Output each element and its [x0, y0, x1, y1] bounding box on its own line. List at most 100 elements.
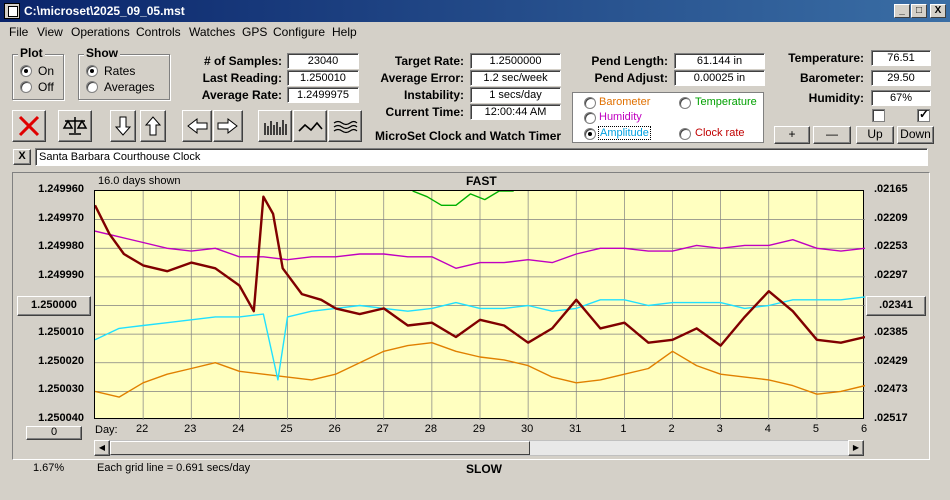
close-button[interactable]: X — [930, 4, 946, 18]
y-tick-left: 1.250010 — [38, 326, 84, 339]
multiwave-icon — [333, 120, 358, 134]
instability-label: Instability: — [403, 88, 464, 102]
plus-button[interactable]: + — [774, 126, 810, 144]
barometer-label: Barometer: — [799, 71, 864, 85]
temperature-label: Temperature: — [788, 51, 864, 65]
scroll-right-button[interactable] — [213, 110, 243, 142]
show-group — [78, 54, 170, 100]
series-line-1 — [412, 191, 514, 207]
bars-view-button[interactable] — [258, 110, 292, 142]
app-icon[interactable] — [4, 3, 20, 19]
maximize-button[interactable]: □ — [911, 4, 927, 18]
pend-adjust-label: Pend Adjust: — [594, 71, 668, 85]
menu-bar: File View Operations Controls Watches GP… — [0, 22, 950, 42]
series-line-0 — [95, 341, 865, 398]
menu-operations[interactable]: Operations — [71, 25, 130, 39]
show-rates-radio[interactable] — [86, 65, 98, 77]
checkbox-1[interactable] — [872, 109, 885, 122]
fast-label: FAST — [466, 174, 497, 188]
clear-button[interactable] — [12, 110, 46, 142]
x-tick: 6 — [860, 423, 868, 435]
checkbox-2[interactable] — [917, 107, 930, 122]
arrow-right-icon — [217, 117, 238, 135]
sensor-humidity-label: Humidity — [599, 111, 642, 123]
menu-controls[interactable]: Controls — [136, 25, 181, 39]
scroll-down-button[interactable] — [110, 110, 136, 142]
plot-group-label: Plot — [18, 46, 45, 60]
y-tick-right: .02253 — [874, 240, 908, 253]
average-error-label: Average Error: — [380, 71, 464, 85]
x-tick: 24 — [232, 423, 245, 435]
scroll-left-arrow[interactable]: ◀ — [94, 440, 110, 456]
scroll-left-button[interactable] — [182, 110, 212, 142]
zero-button[interactable]: 0 — [26, 426, 82, 440]
wave-view-button[interactable] — [293, 110, 327, 142]
percent-label: 1.67% — [33, 462, 65, 474]
target-rate-label: Target Rate: — [394, 54, 464, 68]
y-tick-left: 1.250020 — [38, 354, 84, 367]
x-tick: 29 — [472, 423, 486, 435]
menu-watches[interactable]: Watches — [189, 25, 236, 39]
current-time-label: Current Time: — [385, 105, 464, 119]
x-tick: 5 — [812, 423, 819, 435]
current-time-field: 12:00:44 AM — [470, 104, 561, 120]
x-tick: 30 — [521, 423, 534, 435]
minimize-button[interactable]: _ — [894, 4, 910, 18]
right-center-button[interactable]: .02341 — [866, 296, 926, 316]
last-reading-label: Last Reading: — [202, 71, 282, 85]
y-tick-right: .02209 — [874, 211, 908, 224]
sensor-barometer-label: Barometer — [599, 96, 651, 108]
sensor-temperature-radio[interactable] — [679, 97, 691, 109]
up-button[interactable]: Up — [856, 126, 894, 144]
humidity-field: 67% — [871, 90, 931, 106]
menu-gps[interactable]: GPS — [242, 25, 268, 39]
sensor-humidity-radio[interactable] — [584, 112, 596, 124]
clock-name-close-button[interactable]: X — [13, 149, 31, 165]
show-averages-label: Averages — [104, 80, 155, 94]
center-rate-button[interactable]: 1.250000 — [17, 296, 91, 316]
menu-view[interactable]: View — [37, 25, 63, 39]
barometer-field: 29.50 — [871, 70, 931, 86]
x-tick: 4 — [764, 423, 771, 435]
menu-configure[interactable]: Configure — [273, 25, 326, 39]
sensor-clockrate-radio[interactable] — [679, 128, 691, 140]
plot-off-radio[interactable] — [20, 81, 32, 93]
scroll-up-button[interactable] — [140, 110, 166, 142]
scrollbar-thumb[interactable] — [110, 441, 530, 455]
balance-button[interactable] — [58, 110, 92, 142]
plot-on-radio[interactable] — [20, 65, 32, 77]
pend-length-label: Pend Length: — [591, 54, 668, 68]
sensor-temperature-label: Temperature — [695, 96, 757, 108]
series-line-4 — [95, 195, 865, 347]
chart-frame — [12, 172, 930, 460]
scroll-right-arrow[interactable]: ▶ — [848, 440, 864, 456]
plot-off-label: Off — [38, 80, 54, 94]
y-tick-left: 1.249990 — [38, 268, 84, 281]
sensor-amplitude-radio[interactable] — [584, 128, 596, 140]
menu-help[interactable]: Help — [332, 25, 357, 39]
y-tick-left: 1.250040 — [38, 412, 84, 424]
y-tick-left: 1.249980 — [38, 240, 84, 253]
down-button[interactable]: Down — [897, 126, 934, 144]
x-tick: 27 — [376, 423, 389, 435]
clock-name-field[interactable]: Santa Barbara Courthouse Clock — [35, 148, 928, 166]
samples-field: 23040 — [287, 53, 359, 69]
pend-length-field: 61.144 in — [674, 53, 765, 69]
sensor-clockrate-label: Clock rate — [695, 127, 745, 139]
y-tick-right: .02297 — [874, 268, 908, 281]
menu-file[interactable]: File — [9, 25, 29, 39]
multiwave-view-button[interactable] — [328, 110, 362, 142]
average-rate-field: 1.2499975 — [287, 87, 359, 103]
last-reading-field: 1.250010 — [287, 70, 359, 86]
y-tick-left: 1.249970 — [38, 211, 84, 224]
minus-button[interactable]: — — [813, 126, 851, 144]
arrow-left-icon — [187, 117, 208, 135]
title-bar: C:\microset\2025_09_05.mst _ □ X — [0, 0, 950, 22]
sensor-barometer-radio[interactable] — [584, 97, 596, 109]
sensor-amplitude-label: Amplitude — [598, 126, 651, 140]
average-rate-label: Average Rate: — [201, 88, 282, 102]
temperature-field: 76.51 — [871, 50, 931, 66]
target-rate-field[interactable]: 1.2500000 — [470, 53, 561, 69]
y-tick-right: .02429 — [874, 354, 908, 367]
show-averages-radio[interactable] — [86, 81, 98, 93]
